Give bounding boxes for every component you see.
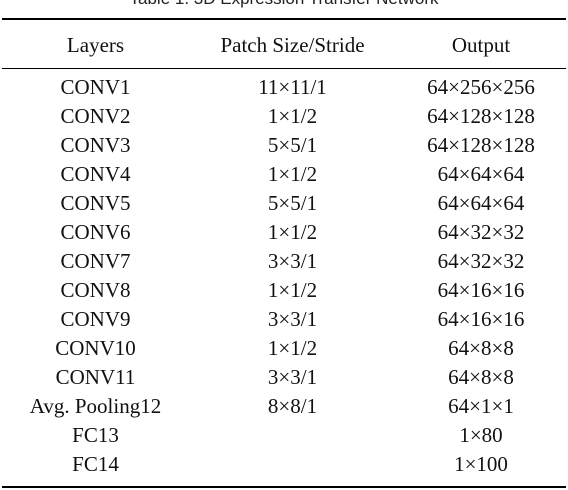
layer-cell: CONV4	[60, 162, 131, 186]
output-cell: 64×32×32	[437, 249, 525, 273]
layer-cell: CONV6	[60, 220, 131, 244]
layer-cell: CONV1	[60, 75, 131, 99]
table-header-rule	[2, 68, 566, 69]
table-row: FC13 1×80	[2, 421, 566, 450]
table-row: CONV1 11×11/1 64×256×256	[2, 73, 566, 102]
layer-cell: CONV3	[60, 133, 131, 157]
layer-cell: CONV2	[60, 104, 131, 128]
output-cell: 64×8×8	[448, 365, 514, 389]
table-top-rule	[2, 18, 566, 20]
layer-cell: CONV11	[55, 365, 136, 389]
table-row: CONV9 3×3/1 64×16×16	[2, 305, 566, 334]
layer-cell: CONV5	[60, 191, 131, 215]
table-row: CONV6 1×1/2 64×32×32	[2, 218, 566, 247]
output-cell: 64×128×128	[427, 104, 535, 128]
output-cell: 64×32×32	[437, 220, 525, 244]
table-caption: Table 1. 3D Expression Transfer Network	[0, 0, 568, 9]
table-row: FC14 1×100	[2, 450, 566, 479]
output-cell: 64×256×256	[427, 75, 535, 99]
layer-cell: CONV9	[60, 307, 131, 331]
layer-cell: CONV8	[60, 278, 131, 302]
layer-cell: CONV7	[60, 249, 131, 273]
table-row: CONV2 1×1/2 64×128×128	[2, 102, 566, 131]
output-cell: 64×8×8	[448, 336, 514, 360]
column-header-patch-size-stride: Patch Size/Stride	[220, 33, 365, 57]
patch-cell: 1×1/2	[267, 220, 318, 244]
output-cell: 64×64×64	[437, 191, 525, 215]
output-cell: 64×16×16	[437, 278, 525, 302]
layer-cell: CONV10	[55, 336, 136, 360]
table-row: CONV4 1×1/2 64×64×64	[2, 160, 566, 189]
patch-cell	[189, 450, 396, 479]
output-cell: 64×128×128	[427, 133, 535, 157]
patch-cell: 1×1/2	[267, 162, 318, 186]
patch-cell: 3×3/1	[267, 249, 318, 273]
column-header-layers: Layers	[66, 33, 125, 57]
table-row: CONV11 3×3/1 64×8×8	[2, 363, 566, 392]
column-header-output: Output	[451, 33, 511, 57]
output-cell: 64×16×16	[437, 307, 525, 331]
layer-cell: Avg. Pooling12	[29, 394, 162, 418]
table-body: CONV1 11×11/1 64×256×256 CONV2 1×1/2 64×…	[2, 73, 566, 479]
layer-cell: FC13	[72, 423, 119, 447]
patch-cell: 1×1/2	[267, 104, 318, 128]
patch-cell: 3×3/1	[267, 307, 318, 331]
patch-cell: 11×11/1	[258, 75, 327, 99]
output-cell: 1×80	[459, 423, 503, 447]
patch-cell	[189, 421, 396, 450]
layer-cell: FC14	[72, 452, 119, 476]
patch-cell: 1×1/2	[267, 336, 318, 360]
table-row: CONV8 1×1/2 64×16×16	[2, 276, 566, 305]
table-row: CONV3 5×5/1 64×128×128	[2, 131, 566, 160]
patch-cell: 5×5/1	[267, 191, 318, 215]
output-cell: 64×1×1	[448, 394, 514, 418]
patch-cell: 8×8/1	[267, 394, 318, 418]
patch-cell: 5×5/1	[267, 133, 318, 157]
patch-cell: 1×1/2	[267, 278, 318, 302]
table-row: CONV5 5×5/1 64×64×64	[2, 189, 566, 218]
table-row: Avg. Pooling12 8×8/1 64×1×1	[2, 392, 566, 421]
table-bottom-rule	[2, 486, 566, 488]
header-row: Layers Patch Size/Stride Output	[2, 27, 566, 63]
table-row: CONV7 3×3/1 64×32×32	[2, 247, 566, 276]
patch-cell: 3×3/1	[267, 365, 318, 389]
output-cell: 64×64×64	[437, 162, 525, 186]
output-cell: 1×100	[454, 452, 508, 476]
table-header: Layers Patch Size/Stride Output	[2, 27, 566, 63]
table-row: CONV10 1×1/2 64×8×8	[2, 334, 566, 363]
